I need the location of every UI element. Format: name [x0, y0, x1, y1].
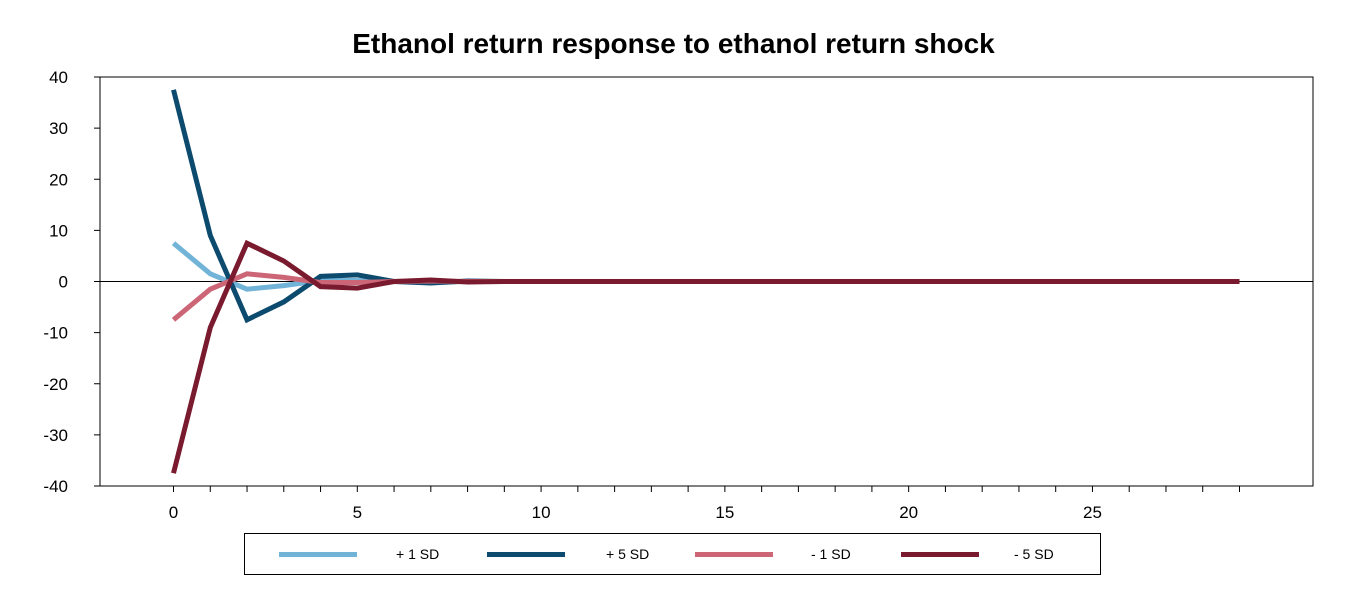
legend: + 1 SD + 5 SD - 1 SD - 5 SD — [244, 533, 1101, 575]
y-tick-label: 0 — [59, 273, 68, 292]
axes-layer: 40 30 20 10 0 -10 -20 -30 -40 0 5 10 15 20 25 — [43, 68, 1314, 522]
x-tick-label: 10 — [532, 503, 551, 522]
legend-swatch — [695, 552, 773, 557]
y-tick-label: 40 — [49, 68, 68, 87]
legend-label: - 5 SD — [1014, 546, 1054, 562]
legend-swatch — [487, 552, 565, 557]
chart-title: Ethanol return response to ethanol retur… — [352, 28, 995, 59]
series-layer — [171, 89, 1240, 474]
x-tick-label: 5 — [353, 503, 362, 522]
y-tick-label: 10 — [49, 221, 68, 240]
legend-swatch — [279, 552, 357, 557]
series-line-4 — [171, 239, 1240, 474]
legend-label: + 1 SD — [396, 546, 440, 562]
y-tick-label: -10 — [43, 324, 68, 343]
y-tick-label: 20 — [49, 170, 68, 189]
y-tick-label: 30 — [49, 119, 68, 138]
y-tick-label: -40 — [43, 477, 68, 496]
legend-swatch — [901, 552, 979, 557]
y-tick-label: -20 — [43, 375, 68, 394]
legend-label: + 5 SD — [606, 546, 650, 562]
x-tick-label: 0 — [169, 503, 178, 522]
x-tick-label: 15 — [715, 503, 734, 522]
y-tick-label: -30 — [43, 426, 68, 445]
x-tick-label: 20 — [899, 503, 918, 522]
x-tick-label: 25 — [1083, 503, 1102, 522]
legend-label: - 1 SD — [811, 546, 851, 562]
